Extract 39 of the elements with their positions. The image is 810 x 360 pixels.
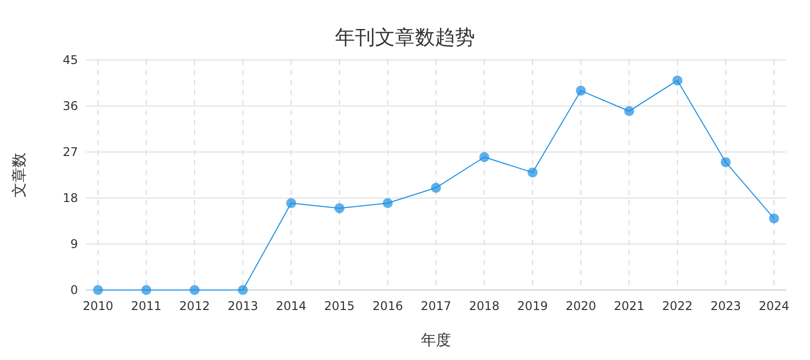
point [624, 106, 634, 116]
point [286, 198, 296, 208]
x-tick-label: 2010 [82, 299, 114, 313]
point [93, 285, 103, 295]
x-tick-label: 2013 [228, 299, 258, 313]
point [769, 213, 779, 224]
point [190, 285, 200, 295]
y-axis-title: 文章数 [10, 152, 28, 198]
y-tick-label: 18 [62, 191, 78, 205]
point [528, 167, 538, 178]
x-tick-label: 2014 [276, 299, 306, 313]
point [720, 157, 731, 168]
point [672, 75, 682, 86]
x-tick-label: 2020 [566, 299, 596, 313]
point [479, 152, 490, 162]
x-tick-label: 2011 [131, 299, 162, 313]
point [431, 182, 441, 193]
x-tick-label: 2018 [469, 299, 500, 313]
x-tick-label: 2021 [614, 299, 644, 313]
point [141, 285, 152, 295]
y-tick-label: 36 [62, 99, 78, 113]
x-tick-label: 2016 [372, 299, 403, 313]
point [382, 198, 393, 208]
y-tick-label: 0 [70, 283, 78, 297]
x-tick-label: 2015 [324, 299, 355, 313]
point [334, 203, 344, 214]
x-tick-label: 2017 [420, 299, 452, 313]
point [238, 285, 248, 295]
y-tick-label: 9 [70, 237, 78, 251]
x-tick-label: 2012 [179, 299, 210, 313]
x-tick-label: 2022 [662, 299, 693, 313]
x-axis-title: 年度 [421, 331, 451, 349]
y-tick-label: 27 [62, 145, 78, 159]
y-tick-label: 45 [62, 53, 78, 67]
point [576, 86, 586, 96]
x-tick-label: 2019 [517, 299, 548, 313]
x-tick-label: 2024 [758, 299, 790, 313]
x-tick-label: 2023 [710, 299, 741, 313]
chart-title: 年刊文章数趋势 [335, 25, 475, 49]
